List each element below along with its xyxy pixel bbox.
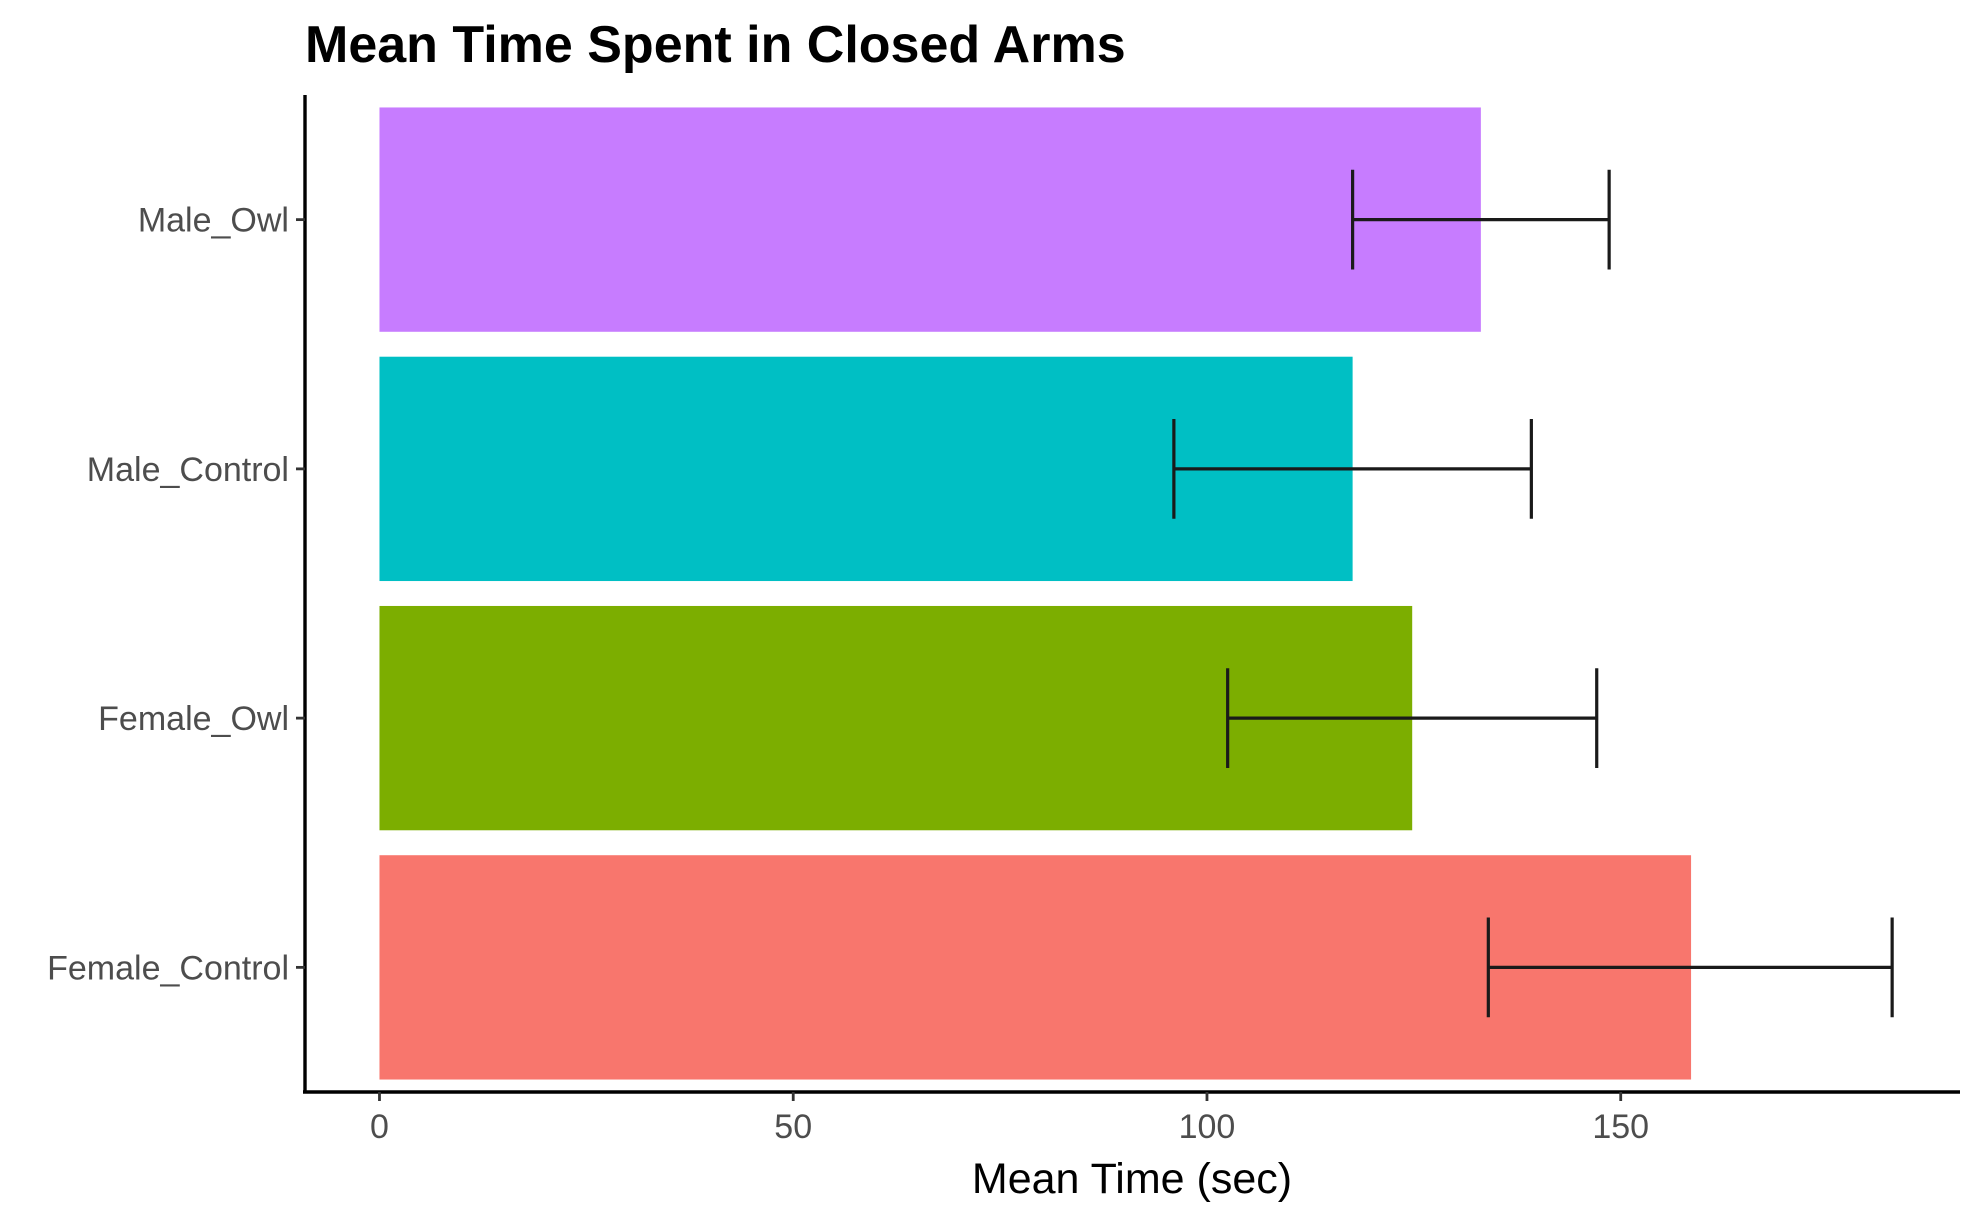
y-axis-ticks: Female_Control Female_Owl Male_Control Male… xyxy=(47,202,305,987)
x-axis-title: Mean Time (sec) xyxy=(972,1155,1292,1203)
x-axis-ticks: 0 50 100 150 xyxy=(370,1092,1649,1146)
y-tick-label: Male_Owl xyxy=(138,202,289,240)
error-bars-layer xyxy=(1172,169,1894,1018)
y-tick-label: Female_Control xyxy=(47,949,289,987)
error-bar-female-owl xyxy=(1226,668,1599,768)
bars-layer xyxy=(379,107,1692,1080)
bar-female-control xyxy=(379,855,1692,1080)
error-bar-male-control xyxy=(1172,419,1533,519)
x-tick-label: 0 xyxy=(370,1108,389,1146)
x-tick-label: 100 xyxy=(1179,1108,1236,1146)
y-tick-label: Male_Control xyxy=(87,451,289,489)
y-tick-label: Female_Owl xyxy=(98,700,289,738)
chart-title: Mean Time Spent in Closed Arms xyxy=(305,16,1126,74)
bar-male-owl xyxy=(379,107,1481,332)
x-tick-label: 50 xyxy=(774,1108,812,1146)
error-bar-male-owl xyxy=(1351,169,1611,270)
x-tick-label: 150 xyxy=(1592,1108,1649,1146)
error-bar-female-control xyxy=(1486,917,1894,1018)
